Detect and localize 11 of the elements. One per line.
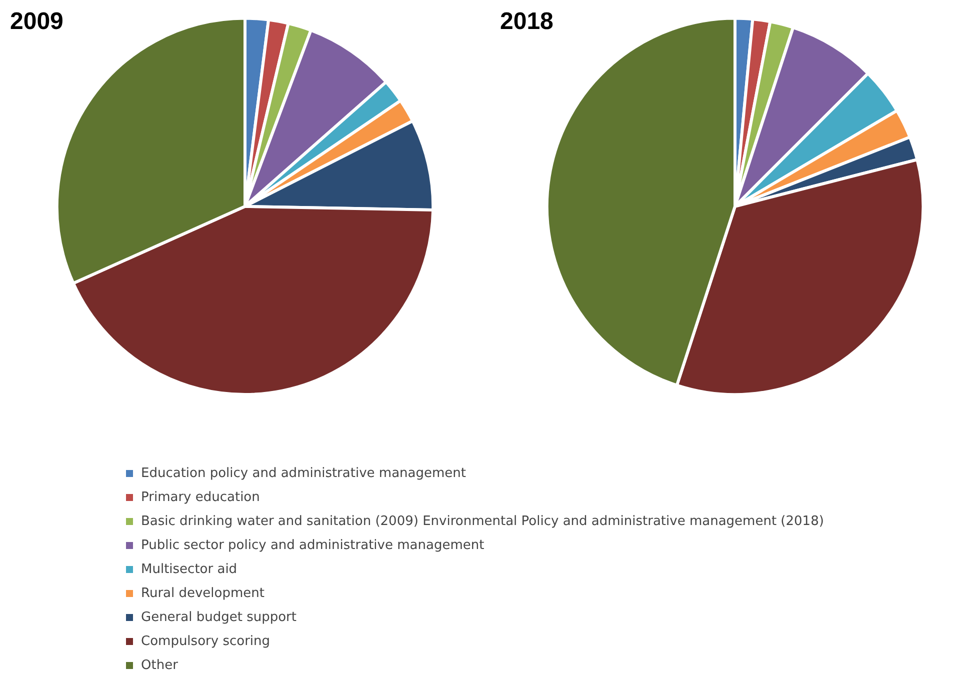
- legend-label: Compulsory scoring: [140, 633, 272, 651]
- legend-label: Public sector policy and administrative management: [140, 537, 486, 555]
- legend-label: Basic drinking water and sanitation (2009) Environmental Policy and administrative management (2018): [140, 513, 824, 531]
- legend-label: Multisector aid: [140, 561, 238, 579]
- legend-label: Other: [140, 657, 179, 675]
- legend-label: Rural development: [140, 585, 266, 603]
- legend-label: Primary education: [140, 489, 261, 507]
- legend-label: Education policy and administrative management: [140, 465, 467, 483]
- legend-label: General budget support: [140, 609, 298, 627]
- chart-title: 2018: [500, 8, 554, 36]
- chart-title: 2009: [10, 8, 64, 36]
